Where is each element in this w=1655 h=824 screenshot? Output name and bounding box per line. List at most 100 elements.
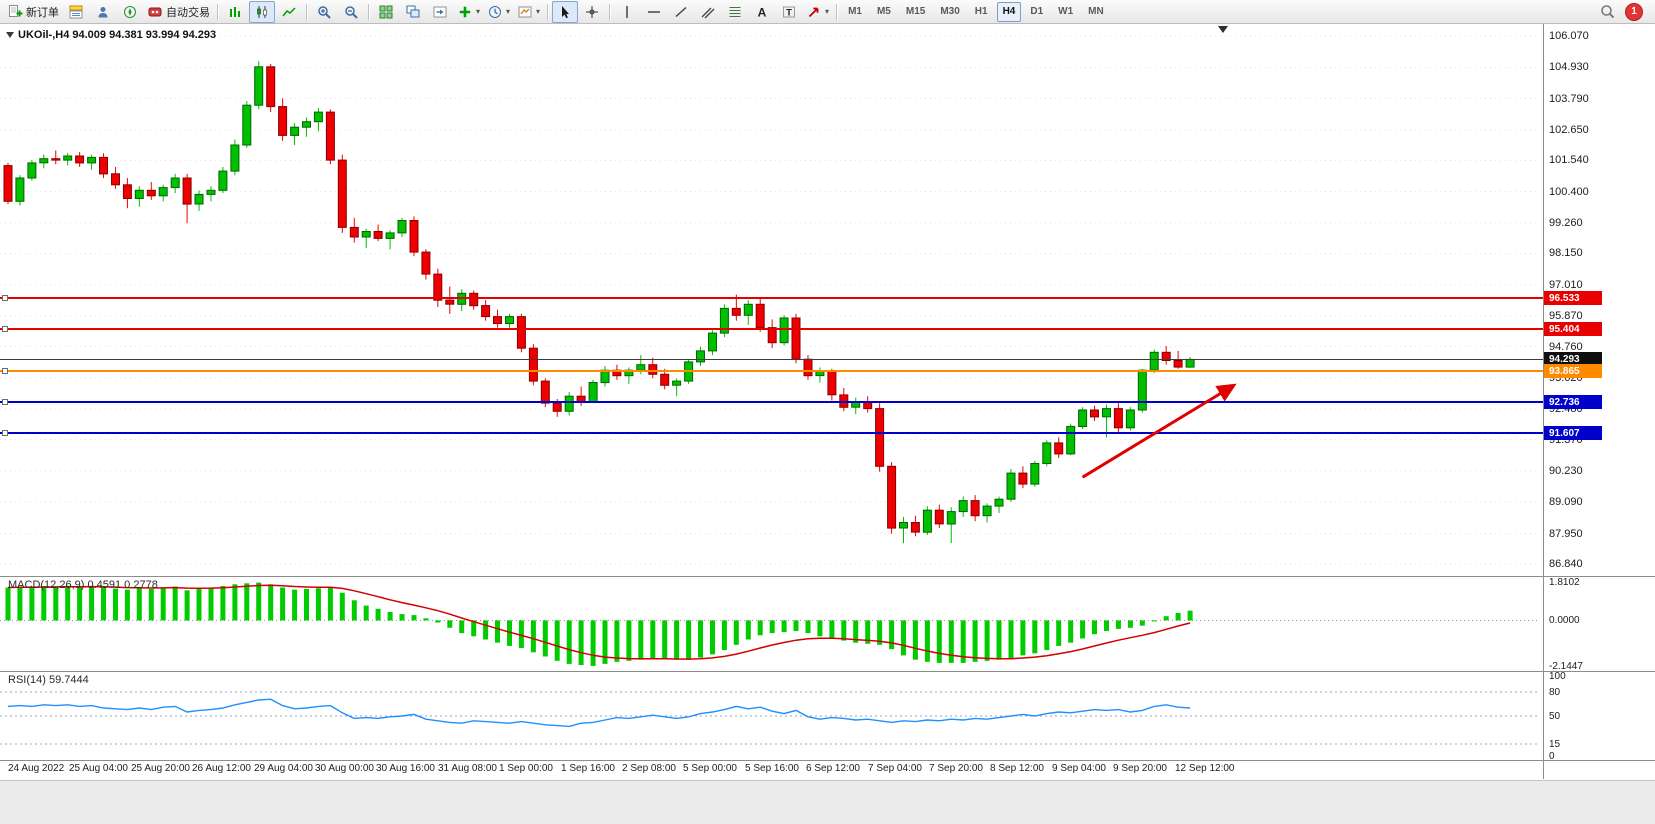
toolbar-separator	[547, 3, 549, 20]
time-tick: 5 Sep 00:00	[683, 763, 737, 774]
hline-handle[interactable]	[2, 326, 8, 332]
timeframe-m5-button[interactable]: M5	[876, 6, 891, 17]
chevron-down-icon[interactable]: ▾	[825, 7, 830, 16]
templates-button[interactable]: ▾	[514, 1, 543, 23]
macd-signal-line	[7, 584, 1191, 660]
timeframe-d1-button[interactable]: D1	[1030, 6, 1044, 17]
trend-arrow[interactable]	[1081, 383, 1237, 479]
rsi-axis-tick: 15	[1549, 739, 1561, 750]
time-tick: 30 Aug 16:00	[376, 763, 435, 774]
autotrading-button[interactable]: 自动交易	[144, 1, 213, 23]
shapes-icon	[806, 4, 822, 20]
periods-button[interactable]: ▾	[484, 1, 513, 23]
toolbar-group	[552, 0, 605, 23]
splitter-macd-rsi[interactable]	[0, 671, 1655, 672]
toolbar-groups: 新订单 自动交易 ▾ ▾ ▾ A T ▾ M1 M5 M15 M30 H1 H4 D1 W1 MN	[4, 0, 1111, 23]
price-badge-92.736: 92.736	[1544, 395, 1602, 409]
templates-icon	[517, 4, 533, 20]
label-icon: T	[781, 4, 797, 20]
indicators-button[interactable]: ▾	[454, 1, 483, 23]
timeframe-mn-button[interactable]: MN	[1088, 6, 1104, 17]
rsi-canvas[interactable]	[0, 672, 1655, 760]
timeframe-h4-button[interactable]: H4	[996, 1, 1022, 22]
line-chart-button[interactable]	[276, 1, 302, 23]
bar-chart-button[interactable]	[222, 1, 248, 23]
tile-windows-button[interactable]	[373, 1, 399, 23]
candle-chart-icon	[254, 4, 270, 20]
price-badge-95.404: 95.404	[1544, 322, 1602, 336]
timeframe-m1-button[interactable]: M1	[848, 6, 862, 17]
new-order-button[interactable]: 新订单	[4, 1, 62, 23]
zoom-out-button[interactable]	[338, 1, 364, 23]
price-badge-94.293: 94.293	[1544, 352, 1602, 366]
trendline-button[interactable]	[668, 1, 694, 23]
price-badge-91.607: 91.607	[1544, 426, 1602, 440]
profiles-button[interactable]	[90, 1, 116, 23]
timeframe-w1-button[interactable]: W1	[1058, 6, 1074, 17]
hline-handle[interactable]	[2, 430, 8, 436]
channel-button[interactable]	[695, 1, 721, 23]
zoom-out-icon	[343, 4, 359, 20]
market-watch-button[interactable]	[63, 1, 89, 23]
chevron-down-icon[interactable]: ▾	[476, 7, 481, 16]
price-tick: 102.650	[1549, 124, 1589, 136]
notification-badge[interactable]: 1	[1625, 2, 1643, 21]
fibonacci-button[interactable]	[722, 1, 748, 23]
macd-axis-tick: -2.1447	[1549, 661, 1583, 672]
horizontal-line-button[interactable]	[641, 1, 667, 23]
chevron-down-icon[interactable]: ▾	[536, 7, 541, 16]
price-tick: 103.790	[1549, 93, 1589, 105]
toolbar-separator	[306, 3, 307, 20]
candlestick-series	[3, 61, 1195, 544]
main-chart-pane[interactable]	[0, 24, 1655, 581]
price-tick: 89.090	[1549, 496, 1583, 508]
crosshair-button[interactable]	[579, 1, 605, 23]
arrows-button[interactable]: ▾	[803, 1, 832, 23]
price-tick: 90.230	[1549, 465, 1583, 477]
timeframe-h1-button[interactable]: H1	[974, 6, 988, 17]
chevron-down-icon[interactable]: ▾	[506, 7, 511, 16]
time-tick: 24 Aug 2022	[8, 763, 65, 774]
time-tick: 31 Aug 08:00	[438, 763, 497, 774]
chart-shift-marker-icon	[1218, 26, 1228, 33]
hline-handle[interactable]	[2, 295, 8, 301]
cursor-button[interactable]	[552, 0, 579, 23]
navigator-button[interactable]	[117, 1, 143, 23]
macd-pane[interactable]	[0, 577, 1655, 676]
fibo-icon	[727, 4, 743, 20]
time-tick: 8 Sep 12:00	[990, 763, 1044, 774]
vline-icon	[619, 4, 635, 20]
text-icon: A	[754, 4, 770, 20]
timeframe-m30-button[interactable]: M30	[940, 6, 960, 17]
shift-end-icon	[432, 4, 448, 20]
macd-canvas[interactable]	[0, 577, 1655, 671]
time-tick: 9 Sep 04:00	[1052, 763, 1106, 774]
hline-handle[interactable]	[2, 368, 8, 374]
text-label-button[interactable]: T	[776, 1, 802, 23]
time-tick: 1 Sep 00:00	[499, 763, 553, 774]
candlestick-chart-button[interactable]	[249, 0, 275, 23]
search-icon[interactable]	[1599, 4, 1615, 20]
chart-shift-button[interactable]	[427, 1, 453, 23]
rsi-pane[interactable]	[0, 672, 1655, 765]
vertical-line-button[interactable]	[614, 1, 640, 23]
timeframe-m15-button[interactable]: M15	[905, 6, 926, 17]
rsi-axis-tick: 100	[1549, 671, 1566, 682]
market-watch-icon	[68, 4, 84, 20]
zoom-in-button[interactable]	[311, 1, 337, 23]
bottom-band	[0, 780, 1655, 824]
chart-title: UKOil-,H4 94.009 94.381 93.994 94.293	[6, 29, 216, 41]
hline-handle[interactable]	[2, 399, 8, 405]
time-tick: 9 Sep 20:00	[1113, 763, 1167, 774]
hline-icon	[646, 4, 662, 20]
one-click-trading-toggle-icon[interactable]	[6, 32, 14, 38]
splitter-main-macd[interactable]	[0, 576, 1655, 577]
toolbar-right: 1	[1599, 2, 1651, 21]
cascade-windows-button[interactable]	[400, 1, 426, 23]
price-tick: 101.540	[1549, 154, 1589, 166]
rsi-axis-tick: 50	[1549, 711, 1561, 722]
text-button[interactable]: A	[749, 1, 775, 23]
main-chart-canvas[interactable]	[0, 24, 1655, 576]
toolbar-separator	[368, 3, 369, 20]
